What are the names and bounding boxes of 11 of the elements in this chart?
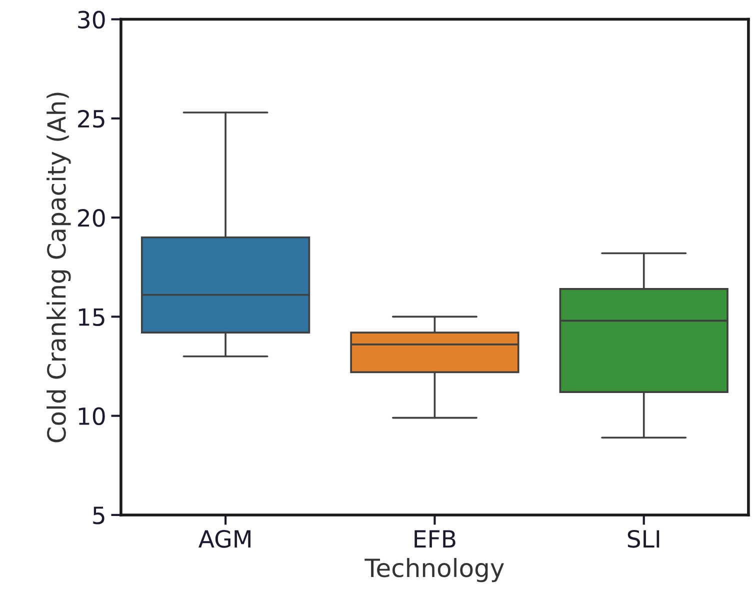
x-axis-title: Technology — [364, 558, 504, 582]
x-tick-label: EFB — [414, 530, 456, 548]
y-tick-label: 30 — [78, 10, 105, 29]
y-tick-label: 15 — [78, 308, 104, 326]
y-tick-label: 20 — [78, 209, 105, 227]
y-tick-label: 10 — [78, 407, 105, 426]
y-tick-label: 25 — [78, 110, 104, 128]
y-tick-label: 5 — [93, 506, 104, 524]
x-tick-label: SLI — [628, 530, 660, 548]
y-axis-title: Cold Cranking Capacity (Ah) — [46, 92, 71, 442]
x-tick-label: AGM — [198, 530, 250, 548]
